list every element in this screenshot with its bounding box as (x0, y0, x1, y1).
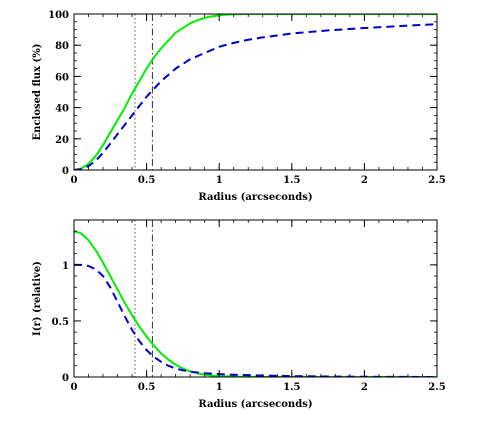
plot-frame (73, 219, 438, 378)
y-tick-label: 0.5 (52, 317, 69, 328)
series-line-solid (74, 230, 437, 377)
series-line-dashed (74, 263, 437, 377)
y-tick-label: 20 (55, 135, 69, 146)
x-tick-label: 2.5 (428, 175, 445, 186)
x-tick-label: 2 (361, 382, 368, 393)
x-tick-label: 0 (71, 175, 78, 186)
y-tick-label: 100 (48, 10, 69, 21)
x-tick-label: 0.5 (138, 175, 155, 186)
x-axis-title: Radius (arcseconds) (198, 192, 312, 203)
plot-frame (73, 13, 438, 171)
y-tick-label: 60 (55, 72, 69, 83)
y-tick-label: 80 (55, 41, 69, 52)
x-tick-label: 1.5 (283, 175, 300, 186)
series-line-dashed (74, 23, 437, 170)
enclosed-flux-panel: 0 0.5 1 1.5 2 2.5 0 20 40 60 80 100 Radius (arcsecon… (32, 10, 446, 203)
series-line-solid (74, 14, 437, 170)
x-tick-label: 1 (216, 382, 223, 393)
x-axis-title: Radius (arcseconds) (198, 399, 312, 410)
y-axis-title: I(r) (relative) (32, 261, 43, 336)
x-tick-label: 1 (216, 175, 223, 186)
x-tick-label: 0 (71, 382, 78, 393)
x-tick-label: 2.5 (428, 382, 445, 393)
y-axis-title: Enclosed flux (%) (32, 44, 43, 141)
x-tick-label: 0.5 (138, 382, 155, 393)
y-tick-label: 40 (55, 104, 69, 115)
y-tick-label: 0 (62, 166, 69, 177)
y-tick-label: 1 (62, 261, 69, 272)
x-tick-label: 2 (361, 175, 368, 186)
x-tick-label: 1.5 (283, 382, 300, 393)
y-tick-label: 0 (62, 373, 69, 384)
intensity-profile-panel: 0 0.5 1 1.5 2 2.5 0 0.5 1 Radius (arcseconds) I(r)… (32, 219, 446, 410)
